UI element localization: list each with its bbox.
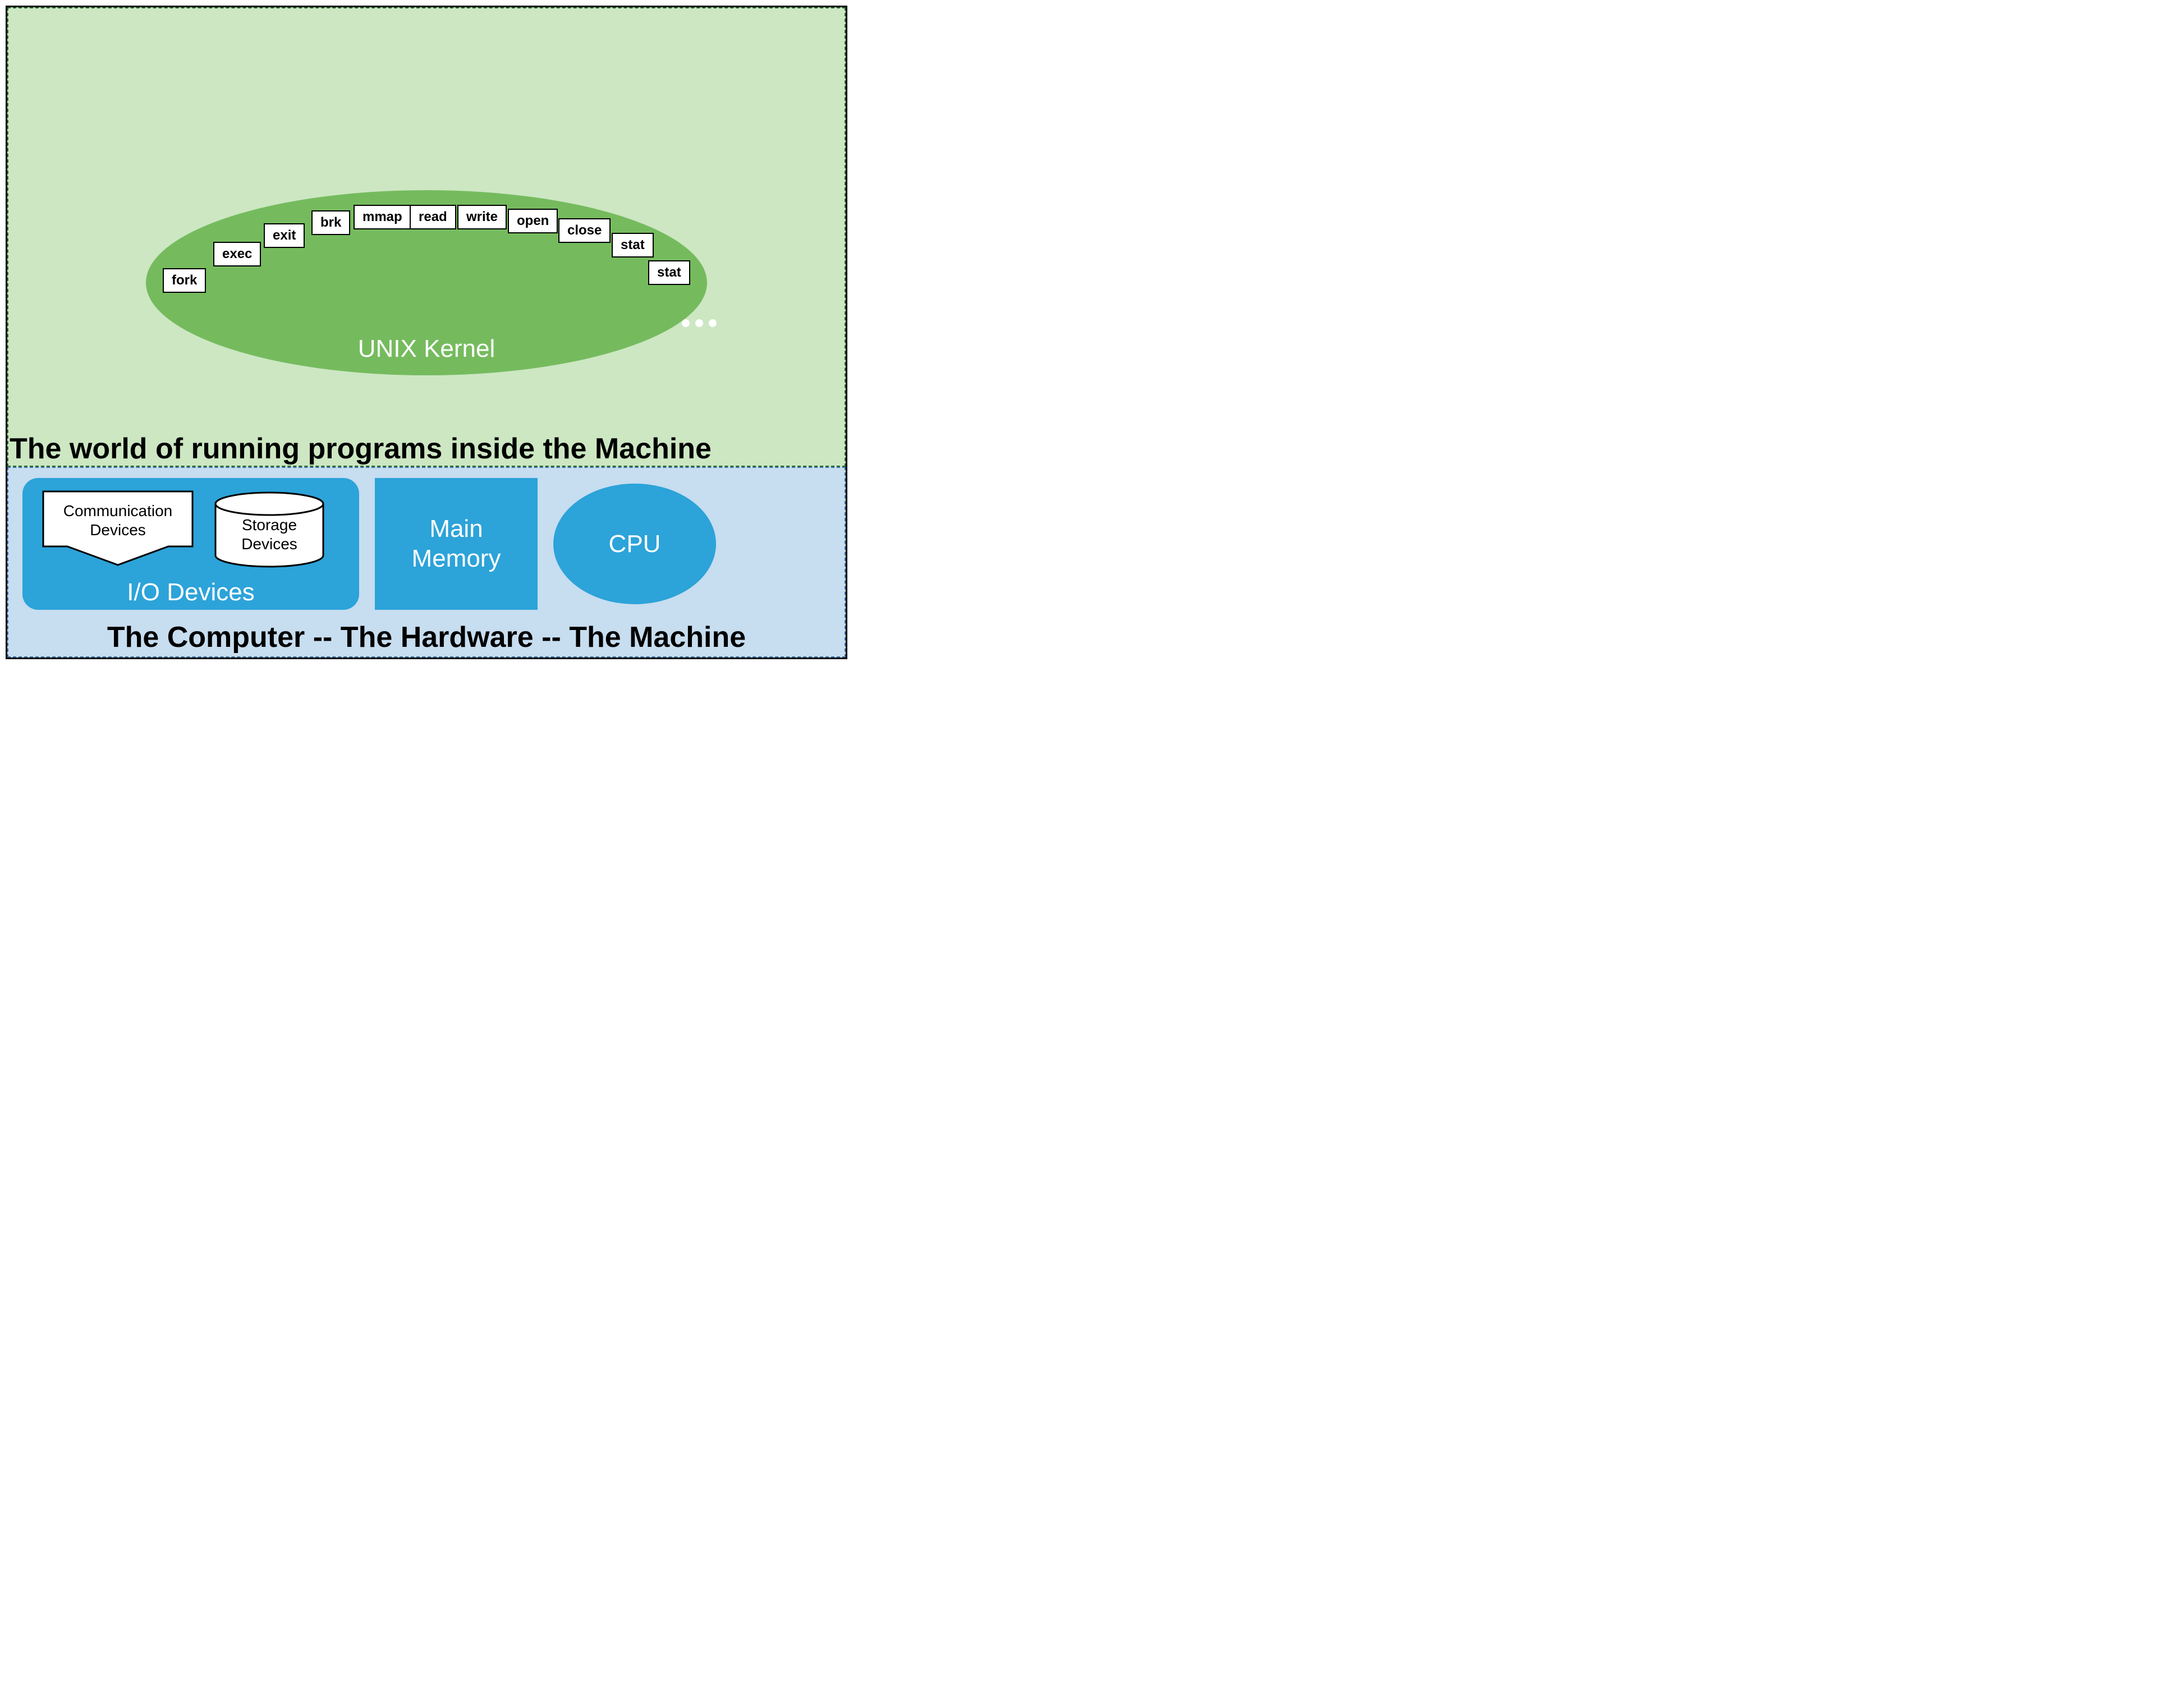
syscall-exec-1: exec	[213, 242, 261, 266]
main-memory-label: Main Memory	[412, 514, 501, 574]
comm-device-shape: Communication Devices	[42, 490, 194, 566]
storage-label-line1: Storage	[242, 516, 297, 534]
syscall-brk-3: brk	[311, 210, 350, 235]
comm-label-line1: Communication	[63, 502, 173, 519]
comm-device-label: Communication Devices	[42, 502, 194, 539]
kernel-ellipse: UNIX Kernel fork execexitbrkmmapreadwrite…	[146, 190, 707, 375]
syscall-stat-10: stat	[648, 260, 690, 285]
storage-device-shape: Storage Devices	[213, 490, 325, 569]
syscall-open-7: open	[508, 209, 558, 233]
syscall-stat-9: stat	[612, 233, 654, 258]
kernel-label: UNIX Kernel	[358, 335, 495, 363]
syscall-exit-2: exit	[264, 223, 305, 248]
syscall-read-5: read	[410, 205, 456, 229]
cpu-label: CPU	[609, 530, 661, 558]
hardware-region: I/O Devices Communication Devices	[7, 467, 846, 658]
ellipsis-icon	[682, 319, 717, 327]
memory-label-line2: Memory	[412, 545, 501, 572]
storage-device-label: Storage Devices	[213, 516, 325, 553]
syscall-write-6: write	[457, 205, 507, 229]
syscall-close-8: close	[558, 218, 611, 243]
cpu-ellipse: CPU	[553, 484, 716, 604]
io-devices-box: I/O Devices Communication Devices	[22, 478, 359, 610]
arch-diagram: UNIX Kernel fork execexitbrkmmapreadwrite…	[6, 6, 847, 659]
syscall-fork-0: fork	[163, 268, 206, 293]
comm-label-line2: Devices	[90, 521, 146, 539]
hardware-row: I/O Devices Communication Devices	[22, 478, 831, 610]
io-devices-label: I/O Devices	[127, 578, 254, 606]
memory-label-line1: Main	[429, 515, 483, 542]
programs-caption: The world of running programs inside the…	[8, 432, 845, 466]
hardware-caption: The Computer -- The Hardware -- The Mach…	[8, 620, 845, 654]
storage-label-line2: Devices	[241, 535, 297, 553]
programs-region: UNIX Kernel fork execexitbrkmmapreadwrite…	[7, 7, 846, 467]
syscall-mmap-4: mmap	[354, 205, 411, 229]
main-memory-box: Main Memory	[375, 478, 538, 610]
